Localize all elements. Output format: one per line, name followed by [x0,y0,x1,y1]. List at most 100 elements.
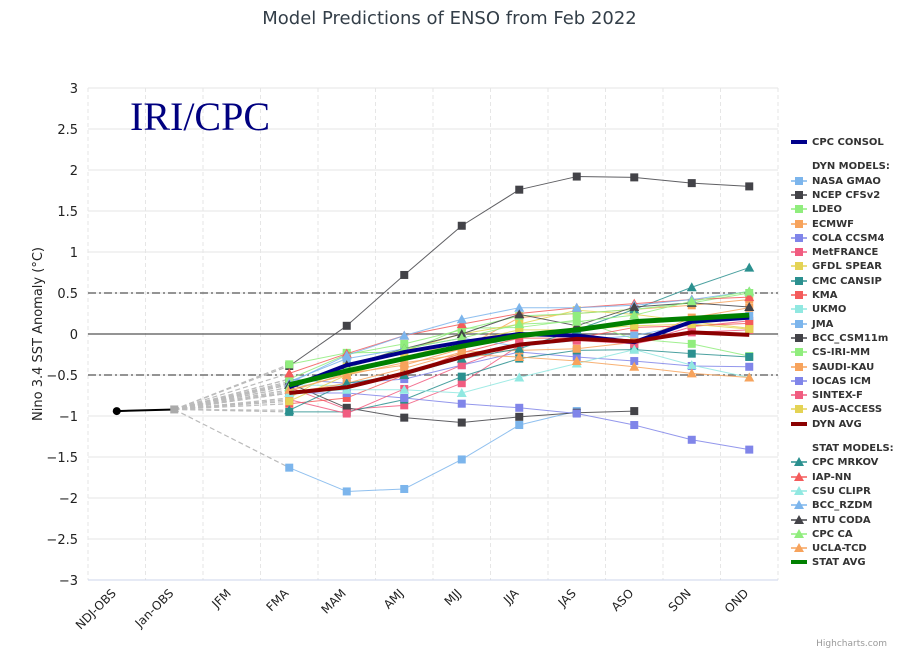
legend-item[interactable]: KMA [791,290,838,301]
legend-symbol-icon [791,319,807,328]
data-point [630,421,639,430]
data-point [514,343,525,353]
data-point [687,339,696,348]
data-point [572,309,581,318]
legend-label: IOCAS ICM [812,375,871,387]
x-tick-label: MJJ [442,586,464,608]
legend-symbol-icon [791,219,807,228]
connector-line [174,408,290,411]
observed-point [170,405,179,414]
legend-item[interactable]: SAUDI-KAU [791,362,874,373]
legend-item[interactable]: CPC CA [791,528,853,540]
legend-label: BCC_RZDM [812,500,873,512]
legend-item[interactable]: MetFRANCE [791,247,878,258]
legend-item[interactable]: NTU CODA [791,514,871,526]
legend-label: NTU CODA [812,514,871,526]
legend-label: KMA [812,290,838,301]
legend-symbol-icon [791,176,807,185]
legend-item[interactable]: BCC_CSM11m [791,333,888,344]
legend-group-header: STAT MODELS: [812,443,894,454]
legend-label: UCLA-TCD [812,543,867,555]
legend-item[interactable]: DYN AVG [791,419,862,430]
legend-label: COLA CCSM4 [812,232,885,244]
data-point [284,405,295,415]
legend-item[interactable]: SINTEX-F [791,390,863,401]
obs-connectors [173,363,290,469]
legend-item[interactable]: UKMO [791,304,846,315]
legend-item[interactable]: IOCAS ICM [791,375,871,387]
legend-item[interactable]: ECMWF [791,218,854,230]
x-tick-label: NDJ-OBS [73,586,119,632]
data-point [514,309,525,319]
data-point [515,325,524,334]
legend-symbol-icon [791,233,807,242]
legend-item[interactable]: NCEP CFSv2 [791,190,880,201]
series-stat-avg [288,312,750,388]
y-tick-label: 2 [70,164,78,179]
legend-symbol-icon [791,248,807,257]
legend-label: ECMWF [812,218,854,230]
legend-item[interactable]: CPC MRKOV [791,457,879,469]
data-point [400,401,409,410]
series-line [289,330,750,396]
data-point [514,319,525,329]
data-point [630,321,639,330]
legend-symbol-icon [791,543,807,553]
data-point [456,319,467,329]
legend-item[interactable]: GFDL SPEAR [791,261,882,272]
y-tick-label: −0.5 [46,369,78,384]
y-tick-label: −3 [59,574,78,589]
y-axis: 3 2.5 2 1.5 1 0.5 0 −0.5 −1 −1.5 −2 −2.5 −3 [46,82,78,589]
legend-item[interactable]: JMA [791,319,833,330]
data-point [687,179,696,188]
y-tick-label: 1.5 [57,205,78,220]
data-point [686,296,697,306]
legend-item[interactable]: AUS-ACCESS [791,404,882,415]
legend-symbol-icon [791,391,807,400]
x-tick-label: ASO [609,586,637,614]
legend-symbol-icon [791,362,807,371]
data-point [285,397,294,406]
data-point [629,361,640,371]
legend-item[interactable]: BCC_RZDM [791,500,873,512]
legend-item[interactable]: LDEO [791,204,843,216]
legend-item[interactable]: IAP-NN [791,471,852,483]
legend-item[interactable]: UCLA-TCD [791,543,867,555]
legend-item[interactable]: NASA GMAO [791,176,881,187]
legend-symbol-icon [791,333,807,342]
data-point [744,301,755,311]
data-point [686,282,697,292]
y-tick-label: 0.5 [57,287,78,302]
data-point [399,357,410,367]
x-tick-label: MAM [319,586,349,616]
legend-item[interactable]: CSU CLIPR [791,485,871,497]
legend-symbol-icon [791,262,807,271]
y-tick-label: −2 [59,492,78,507]
data-point [745,319,754,328]
legend-item[interactable]: STAT AVG [791,557,866,568]
series-layer [284,172,755,496]
legend-item[interactable]: CPC CONSOL [791,137,884,148]
legend-symbol-icon [791,140,807,144]
legend-symbol-icon [791,500,807,510]
data-point [572,172,581,181]
legend-label: LDEO [812,204,843,216]
connector-line [173,408,290,469]
data-point [515,421,524,430]
connector-line [174,389,290,411]
legend-item[interactable]: CMC CANSIP [791,276,882,287]
legend-symbol-icon [791,291,807,299]
legend-label: CPC MRKOV [812,457,879,469]
legend-symbol-icon [791,276,807,285]
data-point [571,302,582,312]
data-point [687,435,696,444]
highcharts-credit: Highcharts.com [816,639,887,649]
legend-item[interactable]: CS-IRI-MM [791,347,870,358]
data-point [285,463,294,472]
legend-item[interactable]: COLA CCSM4 [791,232,885,244]
legend-symbol-icon [791,485,807,495]
data-point [400,364,409,373]
x-axis: NDJ-OBS Jan-OBS JFM FMA MAM AMJ MJJ JJA JAS ASO SO… [73,579,778,632]
data-point [629,344,640,354]
